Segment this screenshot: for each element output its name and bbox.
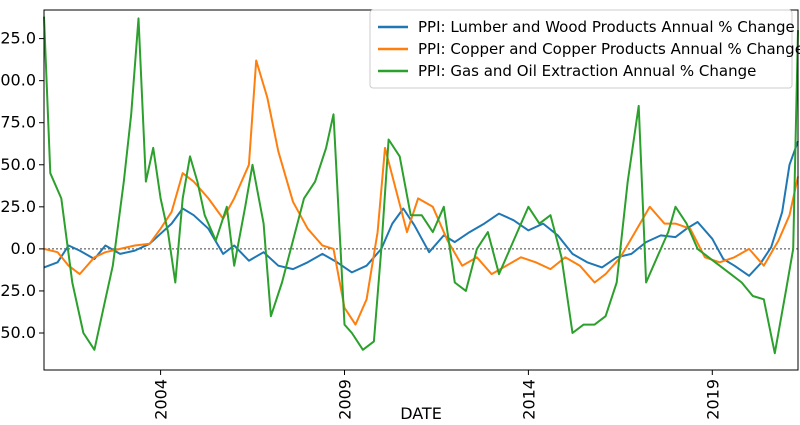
y-tick-label: 25.0: [0, 197, 36, 216]
series-lines: [43, 16, 799, 355]
series-line-2: [43, 59, 799, 326]
y-tick-label: 0.0: [11, 239, 36, 258]
y-axis-ticks: −50.0 −25.0 0.0 25.0 50.0 75.0 100.0 125.0: [0, 29, 44, 342]
y-tick-label: 75.0: [0, 113, 36, 132]
legend-label-3: PPI: Gas and Oil Extraction Annual % Cha…: [418, 62, 756, 80]
series-line-3: [43, 16, 799, 355]
legend: PPI: Lumber and Wood Products Annual % C…: [369, 9, 800, 89]
y-tick-label: −25.0: [0, 281, 36, 300]
legend-entries: PPI: Lumber and Wood Products Annual % C…: [378, 18, 800, 80]
y-tick-label: 125.0: [0, 29, 36, 48]
y-tick-label: 50.0: [0, 155, 36, 174]
y-tick-label: 100.0: [0, 71, 36, 90]
plot-area: [43, 16, 799, 355]
legend-label-1: PPI: Lumber and Wood Products Annual % C…: [418, 18, 795, 36]
x-tick-label: 2019: [703, 379, 722, 420]
x-tick-label: 2004: [152, 379, 171, 420]
legend-label-2: PPI: Copper and Copper Products Annual %…: [418, 40, 800, 58]
x-axis-title: DATE: [400, 404, 442, 423]
x-tick-label: 2014: [519, 379, 538, 420]
legend-box: [369, 9, 793, 89]
x-axis-ticks: 2004 2009 2014 2019: [152, 370, 722, 420]
y-tick-label: −50.0: [0, 323, 36, 342]
series-line-1: [43, 140, 799, 277]
x-tick-label: 2009: [335, 379, 354, 420]
